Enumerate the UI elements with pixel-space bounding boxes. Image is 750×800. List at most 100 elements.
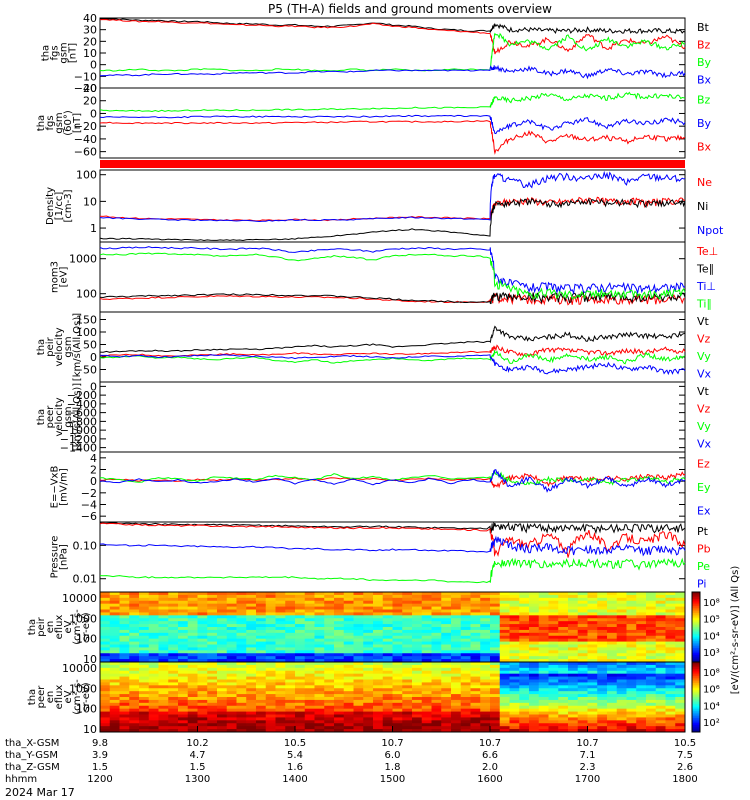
heatmap-cell [675, 653, 686, 657]
series-line [99, 197, 686, 242]
heatmap-cell [636, 670, 647, 675]
heatmap-cell [490, 691, 501, 695]
heatmap-cell [675, 723, 686, 727]
y-tick-label: −20 [74, 120, 97, 133]
heatmap-cell [207, 615, 218, 619]
heatmap-cell [529, 662, 540, 666]
heatmap-cell [451, 705, 462, 710]
heatmap-cell [460, 711, 471, 715]
heatmap-cell [597, 711, 608, 715]
heatmap-cell [148, 629, 159, 634]
heatmap-cell [597, 597, 608, 602]
heatmap-cell [402, 717, 413, 721]
heatmap-cell [324, 711, 335, 715]
heatmap-cell [275, 618, 286, 622]
heatmap-cell [499, 720, 510, 724]
heatmap-cell [548, 679, 559, 683]
heatmap-cell [460, 702, 471, 707]
heatmap-cell [587, 615, 598, 619]
heatmap-cell [587, 685, 598, 689]
heatmap-cell [129, 632, 140, 637]
heatmap-cell [343, 644, 354, 648]
colorbar-segment [692, 641, 700, 644]
heatmap-cell [148, 653, 159, 657]
heatmap-cell [646, 691, 657, 695]
heatmap-cell [626, 705, 637, 710]
heatmap-cell [314, 679, 325, 683]
heatmap-cell [460, 629, 471, 634]
heatmap-cell [519, 632, 530, 637]
heatmap-cell [217, 629, 228, 634]
heatmap-cell [373, 638, 384, 642]
heatmap-cell [197, 711, 208, 715]
heatmap-cell [265, 673, 276, 677]
heatmap-cell [207, 650, 218, 654]
heatmap-cell [421, 670, 432, 675]
legend-label: Npot [697, 224, 724, 237]
heatmap-cell [646, 726, 657, 730]
heatmap-cell [246, 594, 257, 599]
heatmap-cell [275, 659, 286, 663]
heatmap-cell [607, 697, 618, 701]
heatmap-cell [577, 688, 588, 692]
heatmap-cell [197, 691, 208, 695]
heatmap-cell [470, 688, 481, 692]
heatmap-cell [100, 702, 111, 707]
heatmap-cell [139, 621, 150, 625]
heatmap-cell [519, 697, 530, 701]
heatmap-cell [480, 691, 491, 695]
heatmap-cell [275, 714, 286, 718]
heatmap-cell [178, 647, 189, 651]
heatmap-cell [168, 624, 179, 628]
heatmap-cell [655, 705, 666, 710]
legend-label: Vy [697, 350, 711, 363]
heatmap-cell [285, 688, 296, 692]
heatmap-cell [431, 726, 442, 730]
heatmap-cell [197, 647, 208, 651]
heatmap-cell [441, 664, 452, 669]
heatmap-cell [441, 682, 452, 686]
heatmap-cell [392, 717, 403, 721]
series-line [99, 120, 686, 155]
heatmap-cell [178, 609, 189, 613]
heatmap-cell [187, 612, 198, 616]
heatmap-cell [217, 702, 228, 707]
x-tick-label: 10.7 [576, 738, 598, 749]
heatmap-cell [519, 635, 530, 640]
heatmap-cell [402, 714, 413, 718]
heatmap-cell [587, 688, 598, 692]
series-line [100, 18, 686, 35]
heatmap-cell [148, 656, 159, 660]
heatmap-cell [402, 647, 413, 651]
heatmap-cell [129, 650, 140, 654]
heatmap-cell [178, 691, 189, 695]
heatmap-cell [558, 618, 569, 622]
heatmap-cell [275, 694, 286, 698]
y-axis-label: [cm-3] [63, 189, 74, 222]
heatmap-cell [139, 667, 150, 672]
heatmap-cell [197, 697, 208, 701]
heatmap-cell [178, 638, 189, 642]
heatmap-cell [441, 609, 452, 613]
heatmap-cell [304, 729, 315, 733]
heatmap-cell [451, 717, 462, 721]
heatmap-cell [529, 702, 540, 707]
heatmap-cell [197, 644, 208, 648]
heatmap-cell [275, 594, 286, 599]
heatmap-cell [109, 697, 120, 701]
heatmap-cell [139, 615, 150, 619]
heatmap-cell [197, 717, 208, 721]
heatmap-cell [373, 592, 384, 596]
heatmap-cell [538, 600, 549, 605]
heatmap-cell [665, 659, 676, 663]
y-axis-label: tha [36, 339, 47, 355]
heatmap-cell [577, 670, 588, 675]
heatmap-cell [285, 612, 296, 616]
heatmap-cell [187, 650, 198, 654]
y-axis-label: [eV] [59, 267, 70, 288]
heatmap-cell [568, 691, 579, 695]
heatmap-cell [519, 600, 530, 605]
heatmap-cell [236, 618, 247, 622]
heatmap-cell [548, 670, 559, 675]
heatmap-cell [275, 729, 286, 733]
